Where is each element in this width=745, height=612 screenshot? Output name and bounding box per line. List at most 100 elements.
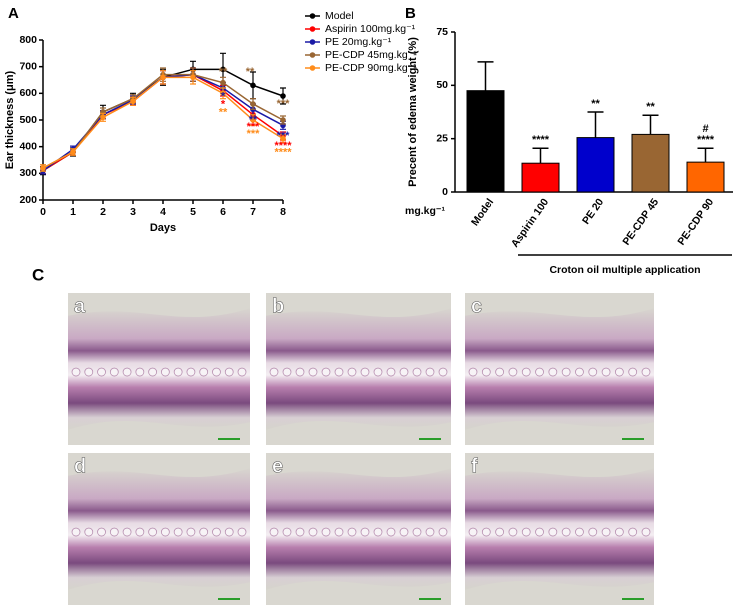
y-tick-label: 400 [19,140,37,152]
fat-cell [468,367,478,377]
y-tick-label: 600 [19,87,37,99]
x-tick-label: 5 [190,206,196,218]
y-tick-label: 0 [442,186,448,198]
panel-label: B [405,5,416,22]
data-point [250,82,256,89]
x-tick-label: PE 20 [580,196,606,226]
fat-cell [237,367,247,377]
fat-cell [334,527,344,537]
error-bar [642,114,659,135]
fat-cell [199,527,209,537]
significance-mark: **** [274,140,292,152]
fat-cell [601,527,611,537]
fat-cell [282,527,292,537]
bar [686,161,725,193]
fat-cell [548,527,558,537]
data-point [100,114,106,121]
fat-cell [84,527,94,537]
error-bar [587,111,604,138]
fat-cell [438,367,448,377]
error-bar [697,147,714,163]
data-point [220,90,226,97]
fat-cell [614,367,624,377]
fat-cell [438,527,448,537]
data-point [40,165,46,171]
fat-cell [224,367,234,377]
significance-mark: ** [591,98,600,110]
fat-cell [308,527,318,537]
y-tick-label: 800 [19,34,37,46]
image-label: a [74,295,86,317]
legend-marker [309,13,316,19]
data-point [280,117,286,123]
legend-marker [309,39,316,45]
x-tick-label: 1 [70,206,76,218]
x-tick-label: PE-CDP 90 [675,196,716,247]
legend-label: PE 20mg.kg⁻¹ [325,36,392,48]
legend-marker [309,52,316,58]
significance-mark: ** [246,66,255,78]
data-point [220,66,226,73]
legend-marker [309,26,316,32]
significance-mark: * [221,98,226,110]
bar [576,137,615,193]
fat-cell [160,527,170,537]
y-tick-label: 75 [436,26,448,38]
x-tick-label: PE-CDP 45 [620,196,661,247]
fat-cell [373,527,383,537]
group-label: Croton oil multiple application [549,264,700,276]
fat-cell [481,527,491,537]
data-point [70,149,76,155]
fat-cell [237,527,247,537]
significance-mark: **** [274,147,292,159]
fat-cell [269,527,279,537]
fat-cell [373,367,383,377]
fat-cell [334,367,344,377]
legend-label: Model [325,10,354,22]
fat-cell [561,527,571,537]
fat-cell [135,367,145,377]
fat-cell [601,367,611,377]
fat-cell [360,367,370,377]
fat-cell [173,367,183,377]
fat-cell [186,367,196,377]
tissue-section [266,308,451,430]
fat-cell [199,367,209,377]
tissue-section [465,468,654,590]
fat-cell [71,527,81,537]
data-point [280,135,286,142]
data-point [220,79,226,86]
significance-mark: ** [219,66,228,78]
data-point [250,101,256,107]
fat-cell [109,527,119,537]
fat-cell [641,527,651,537]
data-point [190,74,196,81]
fat-cell [508,527,518,537]
significance-mark: * [221,90,226,102]
fat-cell [308,367,318,377]
image-label: e [272,455,283,477]
y-tick-label: 700 [19,60,37,72]
data-point [280,93,286,99]
legend-label: PE-CDP 45mg.kg⁻¹ [325,49,417,61]
micrograph: b [266,293,451,445]
fat-cell [425,367,435,377]
bar [521,162,560,193]
y-tick-label: 500 [19,114,37,126]
error-bar [532,147,549,164]
panel-label: A [8,5,19,22]
error-bar [477,61,494,91]
image-label: c [471,295,482,317]
fat-cell [425,527,435,537]
significance-mark: ** [646,101,655,113]
fat-cell [386,367,396,377]
image-label: f [471,455,478,477]
panel-label: C [32,265,44,284]
fat-cell [122,367,132,377]
fat-cell [321,367,331,377]
fat-cell [588,367,598,377]
fat-cell [641,367,651,377]
fat-cell [412,367,422,377]
x-tick-label: 3 [130,206,136,218]
tissue-section [266,468,451,590]
